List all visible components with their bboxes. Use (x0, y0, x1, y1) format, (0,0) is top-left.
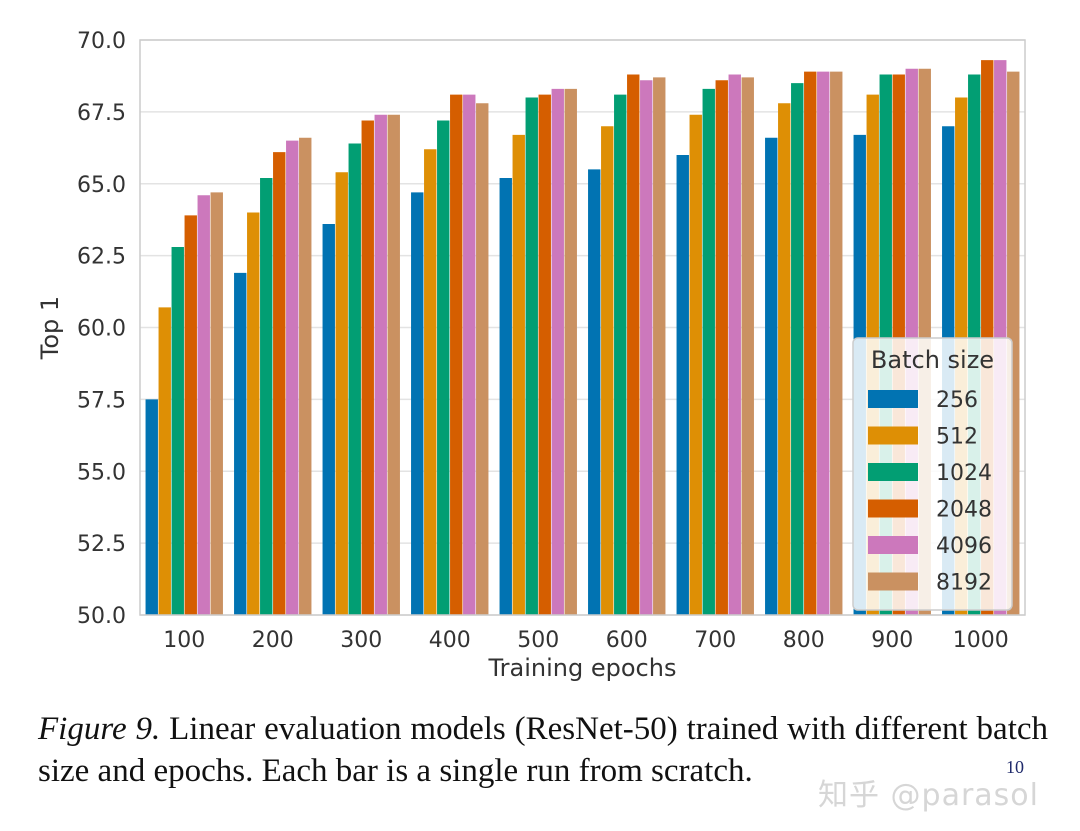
bar-200-512 (247, 212, 260, 615)
y-tick-label: 65.0 (77, 173, 126, 198)
legend-label-512: 512 (936, 425, 978, 450)
x-tick-label: 100 (163, 628, 205, 653)
bar-400-4096 (463, 94, 476, 615)
bar-600-8192 (653, 77, 666, 615)
bar-600-1024 (614, 94, 627, 615)
bar-100-512 (158, 307, 171, 615)
y-axis-title: Top 1 (36, 296, 64, 360)
bar-500-8192 (564, 88, 577, 615)
legend-label-256: 256 (936, 388, 978, 413)
bars (145, 60, 1020, 615)
x-tick-label: 1000 (953, 628, 1009, 653)
y-tick-label: 60.0 (77, 317, 126, 342)
bar-300-2048 (361, 120, 374, 615)
bar-700-2048 (715, 80, 728, 615)
bar-800-2048 (804, 71, 817, 615)
y-tick-label: 55.0 (77, 460, 126, 485)
x-axis-title: Training epochs (488, 654, 677, 682)
bar-600-2048 (627, 74, 640, 615)
legend-title: Batch size (871, 346, 994, 374)
figure-caption-text: Linear evaluation models (ResNet-50) tra… (38, 711, 1049, 789)
bar-200-256 (234, 272, 247, 615)
plot-frame (139, 39, 1026, 616)
bar-700-256 (676, 155, 689, 615)
legend-label-1024: 1024 (936, 461, 992, 486)
bar-200-4096 (286, 140, 299, 615)
bar-800-512 (778, 103, 791, 615)
bar-700-8192 (741, 77, 754, 615)
x-tick-label: 400 (429, 628, 471, 653)
bar-300-1024 (348, 143, 361, 615)
bar-500-512 (512, 134, 525, 615)
legend-swatch-256 (868, 390, 918, 408)
bar-500-2048 (538, 94, 551, 615)
bar-400-1024 (437, 120, 450, 615)
bar-600-256 (588, 169, 601, 615)
figure-caption: Figure 9. Linear evaluation models (ResN… (38, 708, 1048, 792)
y-tick-labels: 50.0 52.5 55.0 57.5 60.0 62.5 65.0 67.5 70.0 (77, 29, 126, 629)
bar-300-8192 (387, 114, 400, 615)
bar-100-4096 (197, 195, 210, 615)
bar-200-2048 (273, 152, 286, 615)
bar-400-2048 (450, 94, 463, 615)
x-tick-label: 800 (783, 628, 825, 653)
legend: Batch size 256 512 1024 2048 4096 8192 (852, 337, 1013, 611)
y-tick-label: 62.5 (77, 245, 126, 270)
x-tick-label: 300 (340, 628, 382, 653)
x-tick-label: 700 (694, 628, 736, 653)
bar-100-256 (145, 399, 158, 615)
bar-600-4096 (640, 80, 653, 615)
legend-label-4096: 4096 (936, 534, 992, 559)
page-number: 10 (1006, 757, 1024, 777)
x-tick-label: 900 (871, 628, 913, 653)
bar-100-8192 (210, 192, 223, 615)
bar-800-8192 (830, 71, 843, 615)
bar-700-4096 (728, 74, 741, 615)
legend-label-2048: 2048 (936, 498, 992, 523)
bar-200-1024 (260, 178, 273, 615)
x-tick-label: 200 (252, 628, 294, 653)
legend-swatch-1024 (868, 463, 918, 481)
watermark-text: 知乎 @parasol (818, 778, 1039, 813)
y-tick-label: 67.5 (77, 101, 126, 126)
y-tick-label: 57.5 (77, 388, 126, 413)
bar-500-4096 (551, 88, 564, 615)
y-tick-label: 52.5 (77, 532, 126, 557)
bar-400-512 (424, 149, 437, 615)
bar-500-256 (499, 178, 512, 615)
legend-swatch-4096 (868, 536, 918, 554)
bar-800-256 (765, 137, 778, 615)
x-tick-label: 500 (517, 628, 559, 653)
legend-swatch-2048 (868, 499, 918, 518)
legend-swatch-8192 (868, 572, 918, 591)
bar-100-1024 (171, 247, 184, 615)
x-tick-labels: 100 200 300 400 500 600 700 800 900 1000 (163, 628, 1009, 653)
x-tick-label: 600 (606, 628, 648, 653)
bar-300-256 (322, 224, 335, 615)
bar-300-4096 (374, 114, 387, 615)
bar-300-512 (335, 172, 348, 615)
bar-500-1024 (525, 97, 538, 615)
bar-800-1024 (791, 83, 804, 615)
bar-600-512 (601, 126, 614, 615)
bar-400-8192 (476, 103, 489, 615)
legend-swatch-512 (868, 426, 918, 445)
bar-100-2048 (184, 215, 197, 615)
bar-800-4096 (817, 71, 830, 615)
y-tick-label: 50.0 (77, 604, 126, 629)
bar-700-512 (689, 114, 702, 615)
figure-label: Figure 9. (38, 711, 161, 747)
bar-400-256 (411, 192, 424, 615)
bar-700-1024 (702, 88, 715, 615)
y-tick-label: 70.0 (77, 29, 126, 54)
bar-chart: 50.0 52.5 55.0 57.5 60.0 62.5 65.0 67.5 70.0 100… (36, 29, 1026, 682)
bar-200-8192 (299, 137, 312, 615)
legend-label-8192: 8192 (936, 571, 992, 596)
